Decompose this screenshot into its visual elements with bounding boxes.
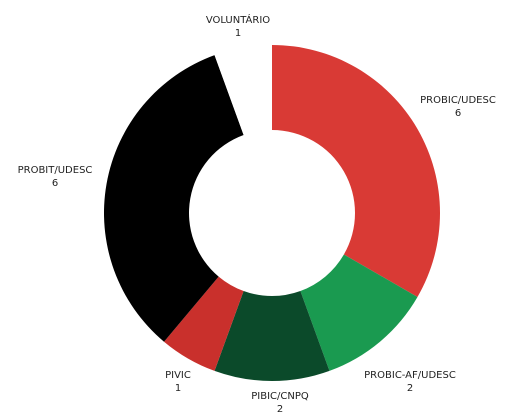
- donut-slice: [164, 276, 244, 371]
- slice-value: 6: [52, 178, 58, 189]
- slice-value: 2: [277, 404, 283, 414]
- slice-label: PIVIC: [165, 370, 191, 381]
- slice-label: PROBIC/UDESC: [420, 95, 496, 106]
- donut-slice: [214, 45, 272, 136]
- slice-label: PROBIT/UDESC: [18, 165, 93, 176]
- donut-slice: [214, 290, 330, 381]
- slice-value: 1: [175, 383, 181, 394]
- slice-label: PROBIC-AF/UDESC: [364, 370, 456, 381]
- slice-value: 2: [407, 383, 413, 394]
- donut-slice: [300, 254, 418, 371]
- slice-label: VOLUNTÁRIO: [206, 13, 270, 26]
- slice-value: 6: [455, 108, 461, 119]
- donut-slice: [272, 45, 440, 297]
- donut-slice: [104, 55, 244, 342]
- slice-value: 1: [235, 28, 241, 39]
- slice-label: PIBIC/CNPQ: [251, 391, 309, 402]
